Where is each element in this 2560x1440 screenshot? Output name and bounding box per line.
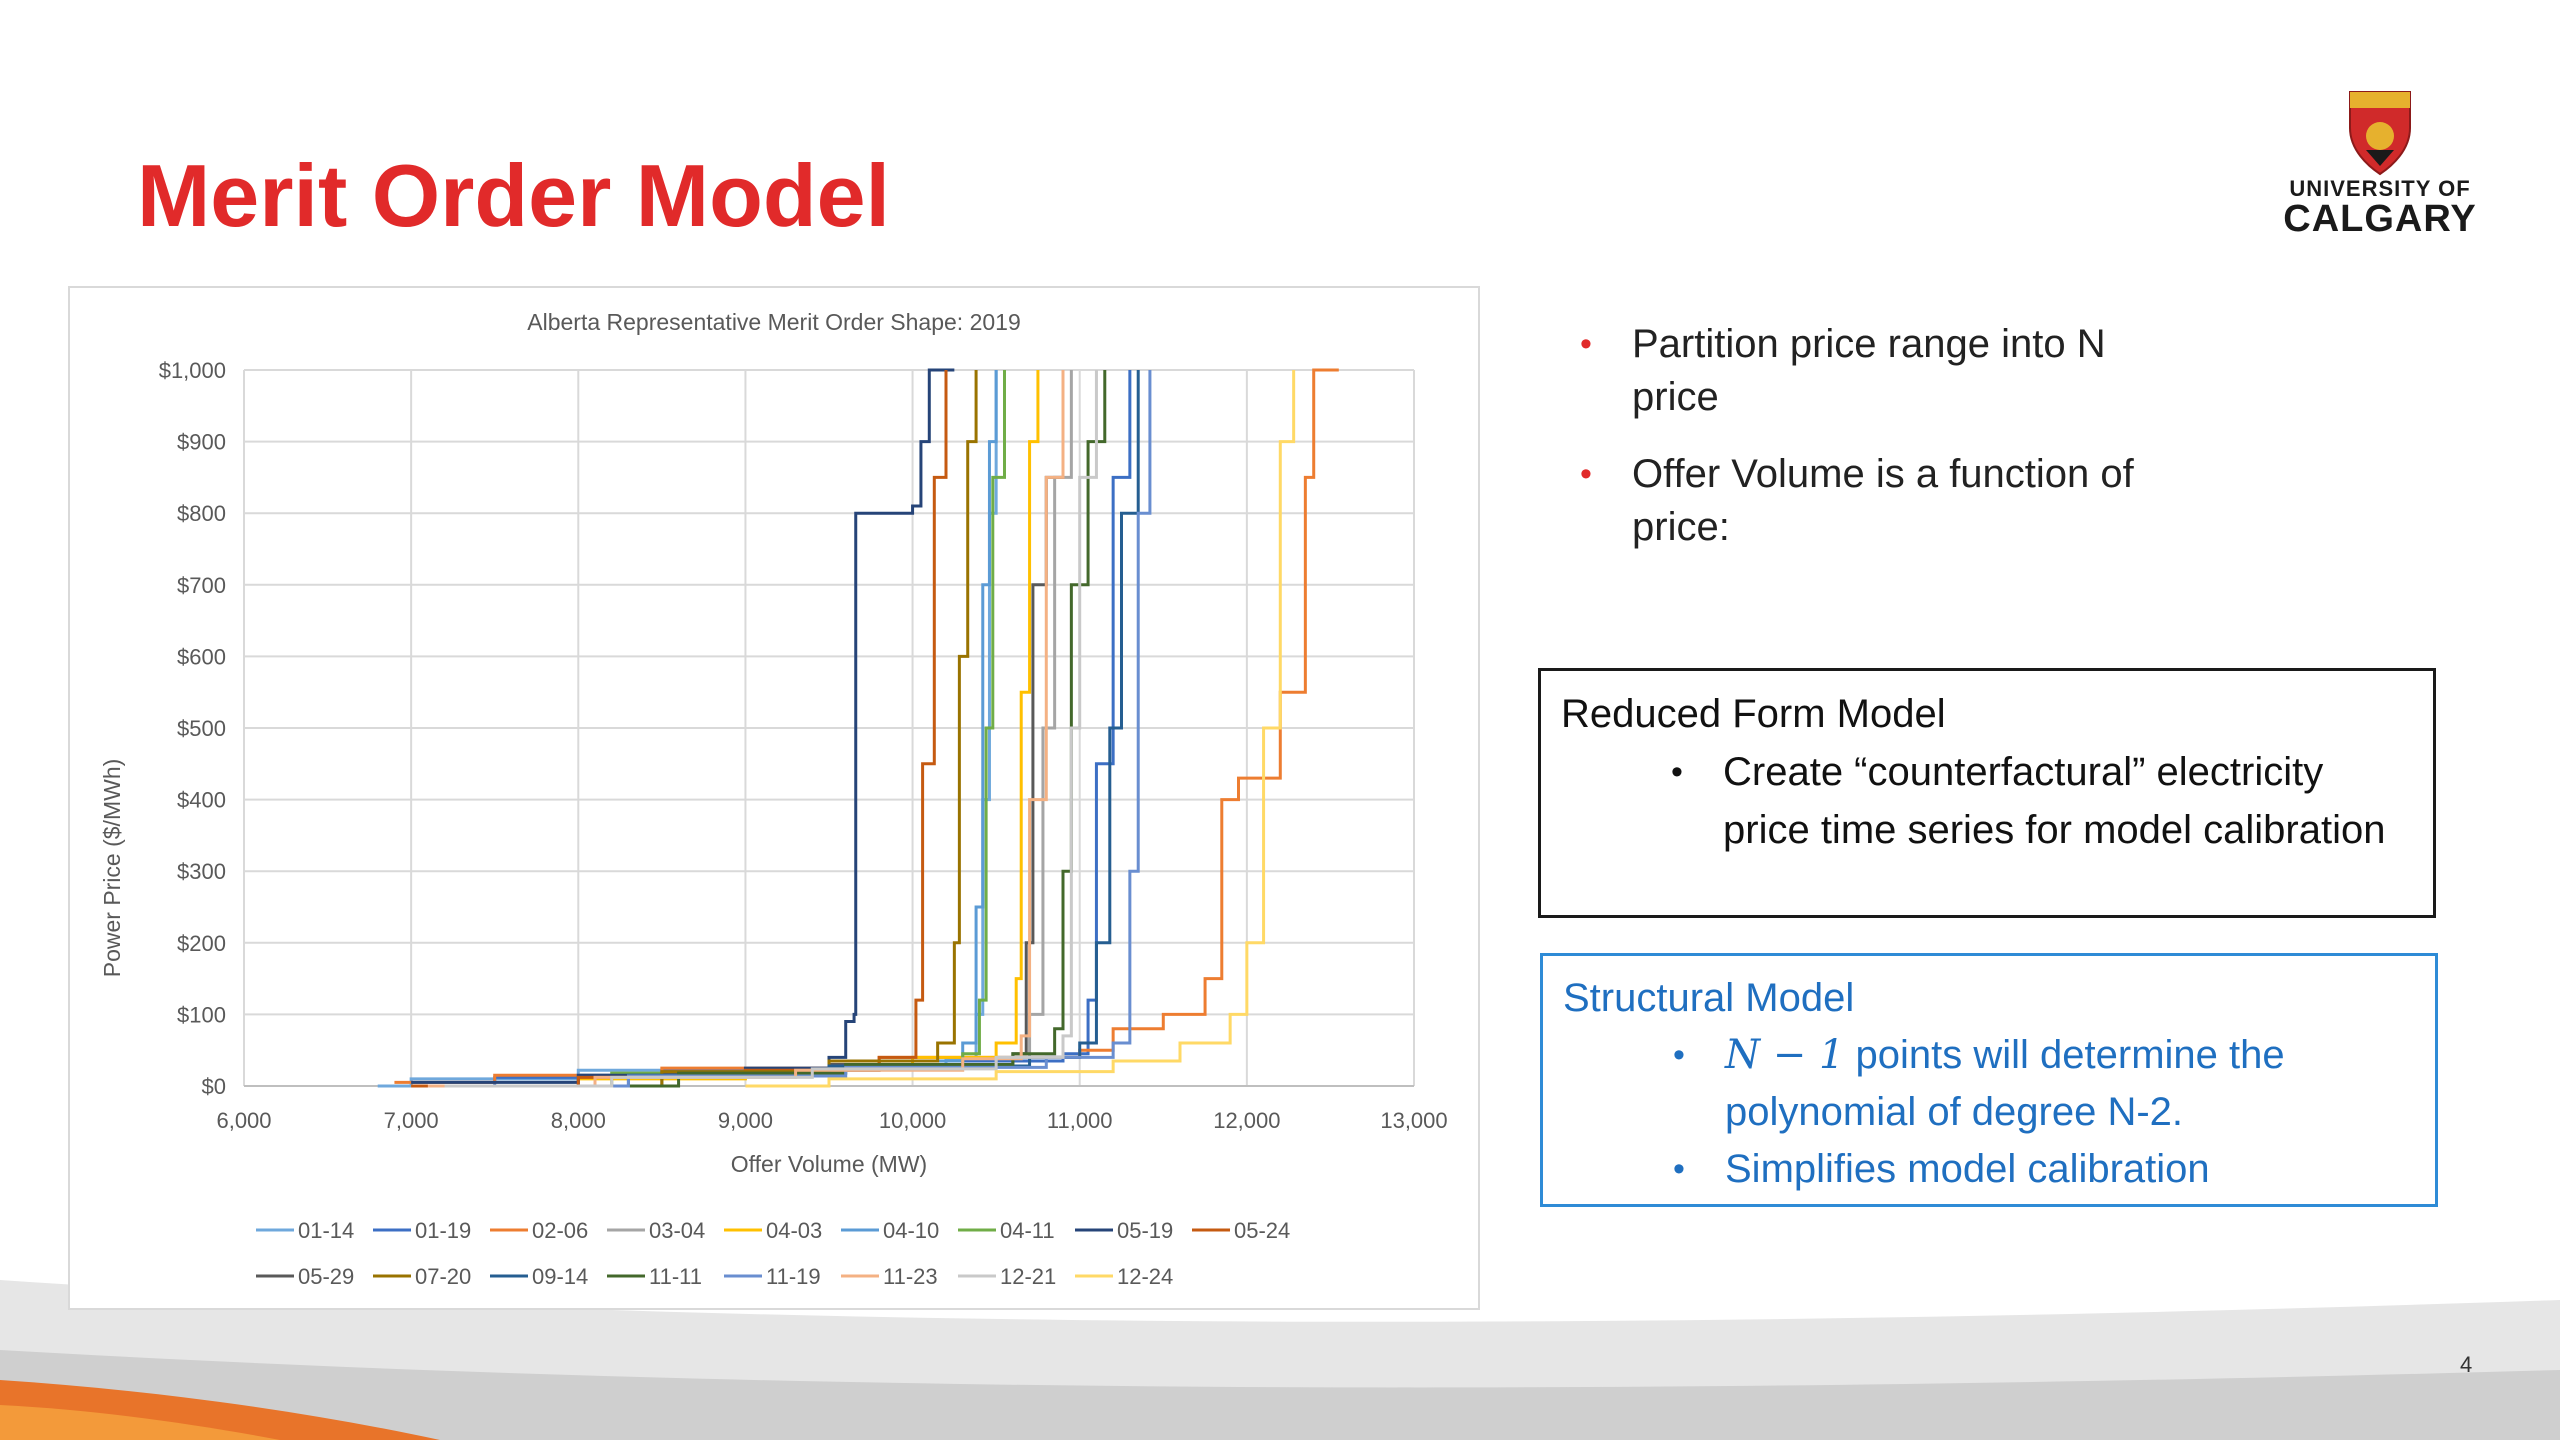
legend-label: 09-14 — [532, 1264, 588, 1289]
chart-title: Alberta Representative Merit Order Shape… — [527, 309, 1021, 335]
series-line-05-19 — [411, 368, 955, 1084]
y-tick-label: $400 — [177, 788, 226, 813]
bullet-item: Offer Volume is a function of price: — [1580, 448, 2200, 554]
legend-label: 11-11 — [649, 1264, 702, 1289]
crest-icon — [2349, 91, 2411, 176]
structural-model-list: N − 1 points will determine the polynomi… — [1563, 1027, 2415, 1198]
bullet-list: Partition price range into N price Offer… — [1580, 318, 2200, 578]
x-tick-label: 8,000 — [551, 1108, 606, 1133]
merit-order-chart: Alberta Representative Merit Order Shape… — [99, 309, 1448, 1289]
series-line-12-21 — [444, 370, 1098, 1088]
reduced-form-list: Create “counterfactural” electricity pri… — [1561, 743, 2413, 859]
x-tick-label: 12,000 — [1213, 1108, 1280, 1133]
y-axis-label: Power Price ($/MWh) — [99, 759, 125, 978]
legend-label: 11-23 — [883, 1264, 938, 1289]
chart-container: Alberta Representative Merit Order Shape… — [68, 286, 1480, 1310]
y-tick-label: $900 — [177, 430, 226, 455]
legend-label: 12-21 — [1000, 1264, 1056, 1289]
y-tick-label: $1,000 — [159, 358, 226, 383]
y-tick-label: $500 — [177, 716, 226, 741]
y-tick-label: $0 — [202, 1074, 226, 1099]
slide-title: Merit Order Model — [137, 146, 890, 245]
structural-model-title: Structural Model — [1563, 976, 1855, 1020]
series-line-02-06 — [394, 368, 1339, 1084]
x-tick-label: 6,000 — [216, 1108, 271, 1133]
y-tick-label: $200 — [177, 931, 226, 956]
page-number: 4 — [2460, 1352, 2473, 1377]
chart-grid — [243, 369, 1415, 1087]
logo-line-1: UNIVERSITY OF — [2289, 176, 2471, 201]
structural-model-box: Structural Model N − 1 points will deter… — [1540, 953, 2438, 1207]
x-tick-label: 10,000 — [879, 1108, 946, 1133]
x-axis-label: Offer Volume (MW) — [731, 1151, 927, 1177]
legend-label: 05-19 — [1117, 1218, 1173, 1243]
legend-label: 04-11 — [1000, 1218, 1055, 1243]
x-axis-ticks: 6,000 7,000 8,000 9,000 10,000 11,000 12,000 13… — [216, 1108, 1447, 1133]
structural-model-item: Simplifies model calibration — [1673, 1141, 2415, 1198]
math-expression: N − 1 — [1725, 1032, 1845, 1078]
x-tick-label: 13,000 — [1380, 1108, 1447, 1133]
reduced-form-title: Reduced Form Model — [1561, 692, 1946, 736]
series-line-12-24 — [745, 370, 1296, 1088]
legend-label: 01-19 — [415, 1218, 471, 1243]
legend-label: 07-20 — [415, 1264, 471, 1289]
legend-label: 12-24 — [1117, 1264, 1173, 1289]
logo-line-2: CALGARY — [2283, 198, 2477, 240]
university-logo: UNIVERSITY OF CALGARY — [2280, 88, 2480, 240]
legend-label: 03-04 — [649, 1218, 705, 1243]
structural-item-text: points will determine the polynomial of … — [1725, 1033, 2285, 1134]
y-axis-ticks: $0 $100 $200 $300 $400 $500 $600 $700 $800 $900 $1… — [159, 358, 226, 1099]
x-tick-label: 7,000 — [384, 1108, 439, 1133]
reduced-form-item: Create “counterfactural” electricity pri… — [1671, 743, 2413, 859]
chart-series — [377, 368, 1339, 1088]
legend-label: 01-14 — [298, 1218, 354, 1243]
legend-label: 05-29 — [298, 1264, 354, 1289]
y-tick-label: $600 — [177, 644, 226, 669]
y-tick-label: $800 — [177, 501, 226, 526]
reduced-form-box: Reduced Form Model Create “counterfactur… — [1538, 668, 2436, 918]
y-tick-label: $700 — [177, 573, 226, 598]
chart-legend: 01-14 01-19 02-06 03-04 04-03 04-10 04-11 05-19… — [256, 1218, 1290, 1289]
legend-label: 04-03 — [766, 1218, 822, 1243]
x-tick-label: 11,000 — [1047, 1108, 1113, 1133]
series-line-11-11 — [511, 370, 1107, 1088]
x-tick-label: 9,000 — [718, 1108, 773, 1133]
y-tick-label: $100 — [177, 1002, 226, 1027]
legend-label: 04-10 — [883, 1218, 939, 1243]
bullet-item: Partition price range into N price — [1580, 318, 2200, 424]
legend-label: 05-24 — [1234, 1218, 1290, 1243]
legend-label: 11-19 — [766, 1264, 821, 1289]
structural-model-item: N − 1 points will determine the polynomi… — [1673, 1027, 2415, 1141]
legend-label: 02-06 — [532, 1218, 588, 1243]
y-tick-label: $300 — [177, 859, 226, 884]
